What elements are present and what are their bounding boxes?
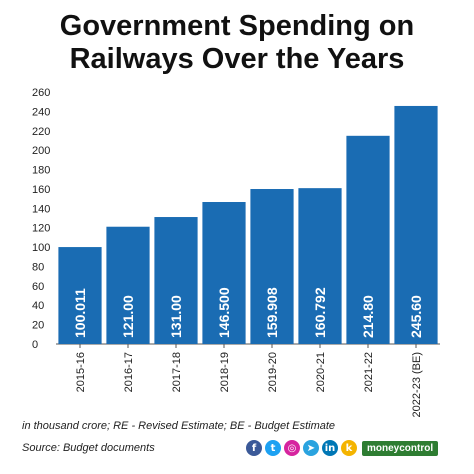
data-label: 121.00 <box>120 295 136 338</box>
facebook-icon[interactable]: f <box>246 440 262 456</box>
linkedin-icon[interactable]: in <box>322 440 338 456</box>
bar <box>298 188 342 344</box>
x-tick-label: 2015-16 <box>75 352 87 392</box>
bar <box>250 189 294 344</box>
data-label: 131.00 <box>168 295 184 338</box>
y-tick-label: 160 <box>32 184 50 196</box>
y-tick-label: 60 <box>32 281 44 293</box>
y-tick-label: 100 <box>32 242 50 254</box>
y-tick-label: 0 <box>32 339 38 351</box>
bar <box>154 217 198 344</box>
x-tick-label: 2020-21 <box>315 352 327 392</box>
x-tick-label: 2019-20 <box>267 352 279 392</box>
chart-title: Government Spending on Railways Over the… <box>0 10 474 76</box>
y-tick-label: 240 <box>32 106 50 118</box>
telegram-icon[interactable]: ➤ <box>303 440 319 456</box>
instagram-icon[interactable]: ◎ <box>284 440 300 456</box>
y-tick-label: 260 <box>32 87 50 99</box>
y-tick-label: 140 <box>32 203 50 215</box>
data-label: 159.908 <box>264 287 280 338</box>
bar <box>106 226 150 344</box>
bar <box>394 105 438 344</box>
y-tick-label: 80 <box>32 261 44 273</box>
y-tick-label: 200 <box>32 145 50 157</box>
data-label: 214.80 <box>360 295 376 338</box>
brand-logo: moneycontrol <box>362 440 439 456</box>
title-line-1: Government Spending on <box>59 10 415 42</box>
x-tick-label: 2022-23 (BE) <box>411 352 423 417</box>
data-label: 146.500 <box>216 287 232 338</box>
x-tick-label: 2018-19 <box>219 352 231 392</box>
twitter-icon[interactable]: t <box>265 440 281 456</box>
social-icons: f t ◎ ➤ in k moneycontrol <box>246 440 439 456</box>
x-tick-label: 2021-22 <box>363 352 375 392</box>
x-tick-label: 2017-18 <box>171 352 183 392</box>
koo-icon[interactable]: k <box>341 440 357 456</box>
source-note: Source: Budget documents <box>22 442 155 454</box>
y-tick-label: 120 <box>32 223 50 235</box>
data-label: 160.792 <box>312 287 328 338</box>
bar <box>346 135 390 344</box>
footnote: in thousand crore; RE - Revised Estimate… <box>22 420 336 432</box>
data-label: 245.60 <box>408 295 424 338</box>
title-line-2: Railways Over the Years <box>69 43 405 75</box>
y-tick-label: 40 <box>32 300 44 312</box>
bar <box>58 247 102 344</box>
y-tick-label: 180 <box>32 165 50 177</box>
x-tick-label: 2016-17 <box>123 352 135 392</box>
y-tick-label: 20 <box>32 320 44 332</box>
data-label: 100.011 <box>72 288 88 338</box>
y-tick-label: 220 <box>32 126 50 138</box>
bar <box>202 202 246 344</box>
